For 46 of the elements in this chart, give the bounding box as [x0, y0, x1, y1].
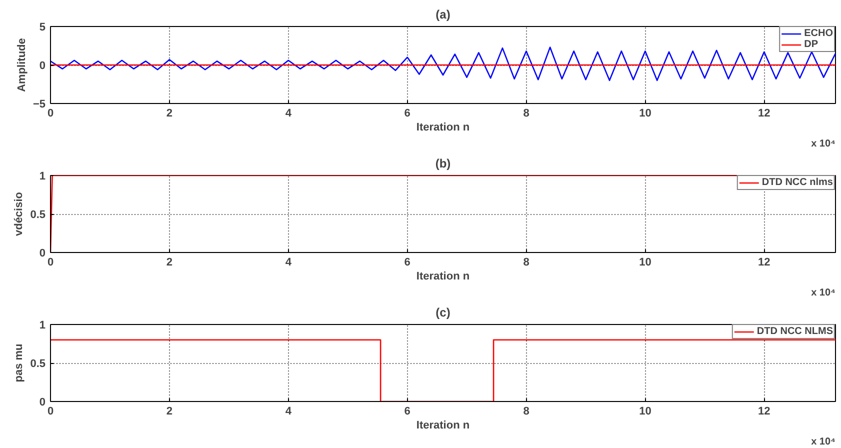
legend-label: ECHO	[804, 28, 833, 39]
text: x 10⁴	[811, 138, 836, 150]
chart-title: (b)	[435, 156, 451, 170]
y-axis-title: pas mu	[13, 344, 26, 382]
y-tick-label: −5	[32, 98, 46, 110]
x-tick-label: 10	[639, 108, 652, 120]
x-axis-title: Iteration n	[416, 270, 470, 282]
x-tick-label: 12	[758, 108, 770, 120]
x-tick-label: 12	[758, 256, 770, 268]
y-tick-label: 0	[39, 60, 46, 72]
x-tick-label: 12	[758, 406, 770, 418]
x-tick-label: 6	[404, 108, 410, 120]
y-tick-label: 1	[39, 320, 46, 332]
x-tick-label: 2	[166, 406, 173, 418]
x-tick-label: 8	[523, 108, 530, 120]
x-tick-label: 0	[47, 108, 54, 120]
x-tick-label: 6	[404, 406, 410, 418]
x-tick-label: 4	[285, 108, 292, 120]
y-tick-label: 1	[39, 170, 46, 182]
x-tick-label: 4	[285, 406, 292, 418]
x-tick-label: 8	[523, 406, 530, 418]
x-axis-title: Iteration n	[416, 420, 470, 432]
y-tick-label: 0	[39, 248, 46, 260]
x-axis-title: Iteration n	[416, 122, 470, 134]
legend-label: DP	[804, 39, 819, 50]
x-tick-label: 10	[639, 256, 652, 268]
chart-title: (c)	[436, 306, 450, 320]
x-tick-label: 8	[523, 256, 530, 268]
y-tick-label: 0	[39, 396, 46, 408]
text: x 10⁴	[811, 288, 836, 298]
x-tick-label: 6	[404, 256, 410, 268]
line-series	[50, 46, 836, 82]
x-tick-label: 4	[285, 256, 292, 268]
y-tick-label: 0.5	[30, 358, 46, 370]
chart-title: (a)	[436, 8, 450, 22]
y-tick-label: 0.5	[30, 209, 46, 221]
y-tick-label: 5	[39, 22, 46, 34]
text: x 10⁴	[811, 436, 836, 448]
x-tick-label: 0	[47, 406, 54, 418]
x-tick-label: 0	[47, 256, 54, 268]
y-axis-title: Amplitude	[16, 38, 28, 92]
legend-label: DTD NCC NLMS	[756, 326, 833, 337]
x-tick-label: 10	[639, 406, 652, 418]
x-tick-label: 2	[166, 108, 173, 120]
x-tick-label: 2	[166, 256, 173, 268]
y-axis-title: vdécisio	[13, 192, 26, 236]
